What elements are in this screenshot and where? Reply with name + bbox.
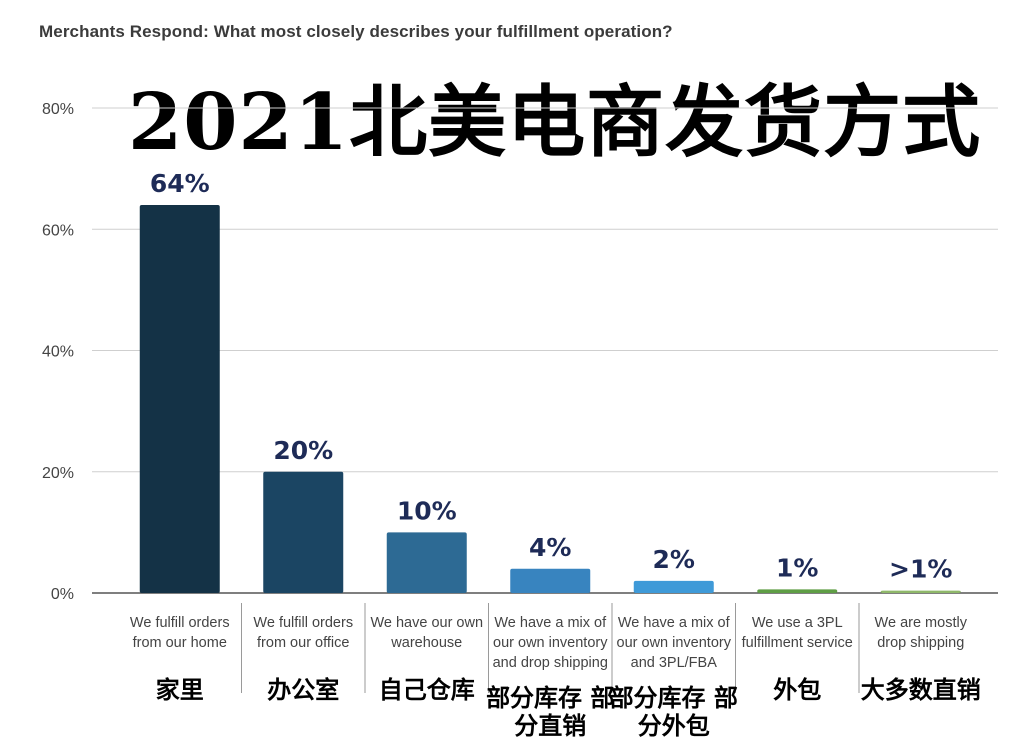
x-tick-label: We have a mix of our own inventory and d… xyxy=(492,615,608,671)
bar xyxy=(633,580,714,593)
x-tick-label: We have a mix of our own inventory and 3… xyxy=(616,615,731,671)
bar xyxy=(510,568,591,593)
x-tick-label-cn: 自己仓库 xyxy=(378,675,475,704)
bar xyxy=(386,532,467,593)
y-tick-label: 80% xyxy=(42,101,74,118)
x-tick-label: We fulfill orders from our office xyxy=(253,615,354,651)
bar xyxy=(139,205,220,593)
data-label: 20% xyxy=(273,436,333,465)
x-tick-label: We use a 3PL fulfillment service xyxy=(741,615,853,651)
x-tick-label: We fulfill orders from our home xyxy=(129,615,230,651)
bar xyxy=(263,471,344,593)
x-tick-label-cn: 部分库存 部分直销 xyxy=(486,683,615,740)
x-tick-label: We are mostly drop shipping xyxy=(874,615,967,651)
x-tick-label-cn: 部分库存 部分外包 xyxy=(609,683,738,740)
y-tick-label: 40% xyxy=(42,344,74,361)
bar xyxy=(757,589,838,593)
x-tick-label-cn: 家里 xyxy=(155,675,204,704)
chart-subtitle: Merchants Respond: What most closely des… xyxy=(39,22,673,41)
data-label: 64% xyxy=(150,169,210,198)
data-label: 4% xyxy=(529,533,571,562)
data-label: 1% xyxy=(776,553,818,582)
x-tick-label-cn: 办公室 xyxy=(267,675,340,704)
data-label: >1% xyxy=(889,555,952,584)
bar xyxy=(880,590,961,593)
y-tick-label: 20% xyxy=(42,465,74,482)
data-label: 2% xyxy=(653,545,695,574)
x-tick-label: We have our own warehouse xyxy=(370,615,484,651)
x-tick-label-cn: 大多数直销 xyxy=(860,675,981,704)
x-tick-label-cn: 外包 xyxy=(773,675,822,704)
y-tick-label: 0% xyxy=(51,586,74,603)
y-tick-label: 60% xyxy=(42,222,74,239)
chart-title: 2021北美电商发货方式 xyxy=(128,77,982,168)
data-label: 10% xyxy=(397,496,457,525)
